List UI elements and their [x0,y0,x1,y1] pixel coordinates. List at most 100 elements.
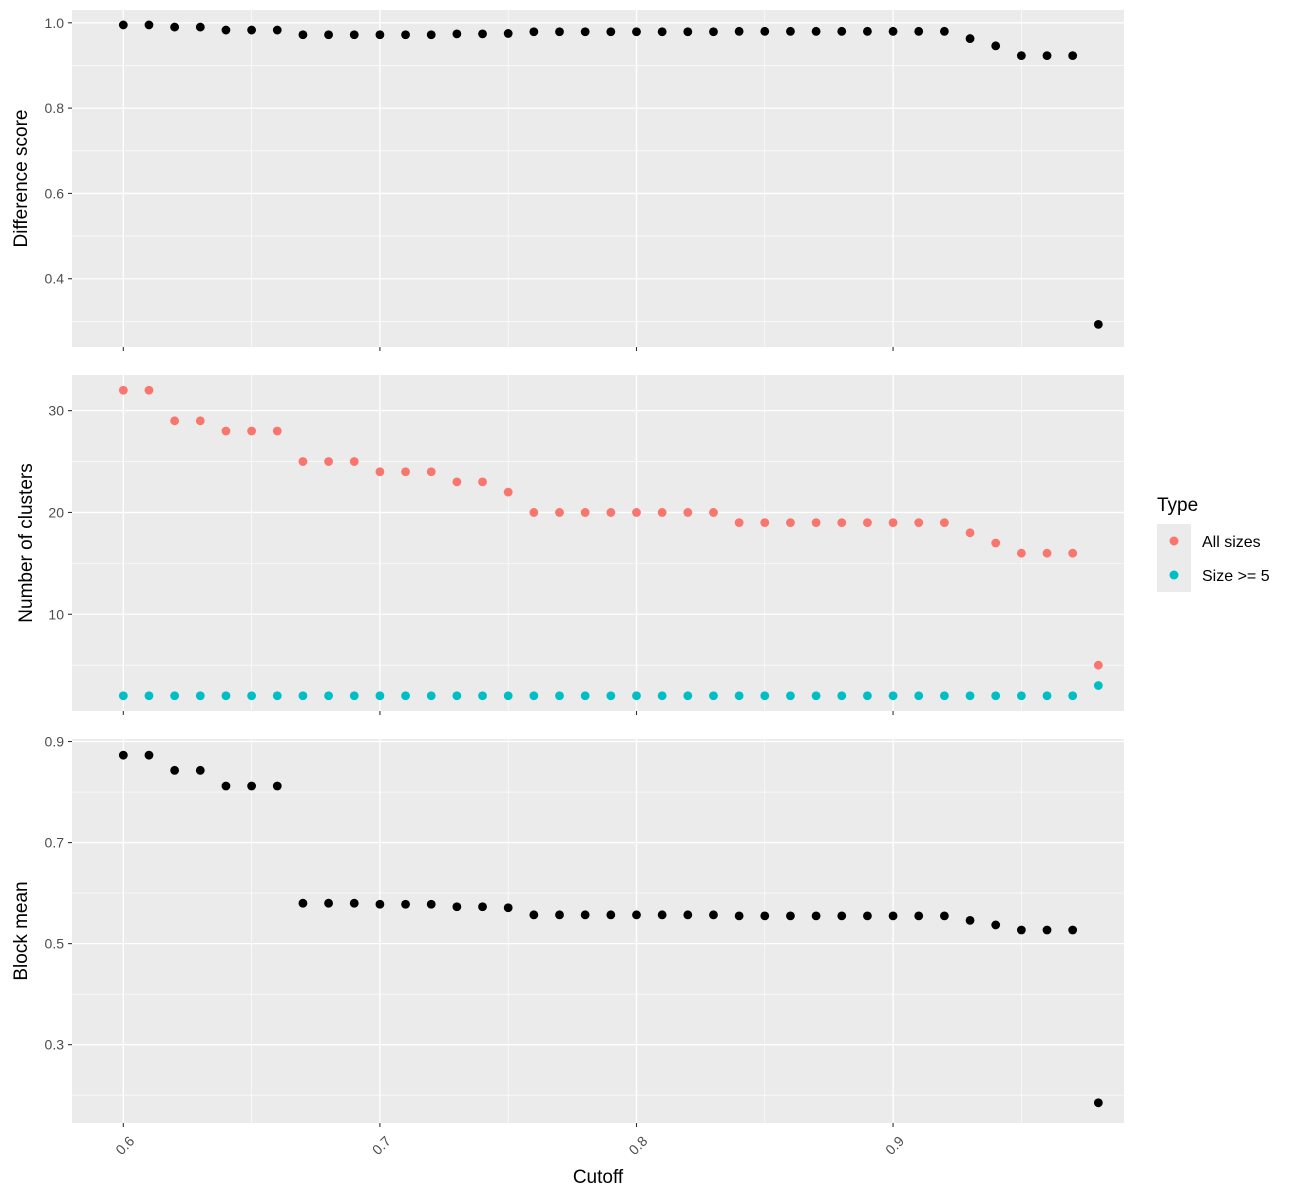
data-point [760,911,770,921]
data-point [1016,691,1026,701]
data-point [683,508,693,517]
data-point [580,27,590,37]
data-point [170,765,180,775]
panel-background [72,739,1124,1123]
data-point [683,910,693,920]
data-point [144,691,154,701]
data-point [1042,691,1052,701]
data-point [529,691,539,701]
x-axis-title: Cutoff [573,1167,624,1188]
data-point [580,691,590,701]
data-point [760,691,770,701]
y-tick-label: 0.9 [45,734,65,750]
series-all-sizes [118,385,1103,670]
data-point [657,27,667,37]
data-point [324,898,333,908]
data-point [837,26,847,36]
y-tick-label: 0.6 [45,185,65,201]
data-point [786,691,795,701]
data-point [478,902,487,912]
data-point [221,426,231,436]
y-tick-label: 0.4 [45,271,65,287]
data-point [1093,319,1103,329]
data-point [401,691,410,701]
data-point [478,691,487,701]
data-point [939,911,949,921]
data-point [503,487,513,497]
data-point [888,518,898,528]
panel-block-mean: 0.3 0.5 0.7 0.9 Block mean [11,734,1124,1127]
data-point [247,781,257,791]
data-point [1068,691,1078,701]
data-point [375,467,385,477]
data-point [555,27,564,37]
data-point [375,899,385,909]
y-axis-title: Difference score [11,110,32,248]
data-point [529,910,539,920]
data-point [1093,660,1103,670]
data-point [837,518,847,528]
data-point [503,29,513,38]
data-point [221,25,231,35]
series-block-mean [118,750,1103,1108]
data-point [349,898,359,908]
data-point [965,915,975,925]
data-point [170,416,180,426]
y-tick-label: 30 [48,403,64,419]
data-point [401,899,410,909]
data-point [1042,925,1052,935]
data-point [811,26,821,36]
panel-background [72,10,1124,347]
series-size-5 [118,681,1103,701]
data-point [247,426,257,436]
data-point [324,457,333,466]
x-tick-label: 0.6 [112,1133,137,1158]
data-point [272,426,282,436]
data-point [247,25,257,35]
data-point [734,911,744,921]
data-point [426,691,436,701]
legend-key-all-sizes [1169,536,1179,546]
data-point [349,691,359,701]
data-point [170,691,180,701]
data-point [1042,548,1052,558]
data-point [709,691,718,701]
data-point [478,477,487,487]
y-tick-label: 0.8 [45,100,65,116]
data-point [1068,548,1078,558]
data-point [221,691,231,701]
y-tick-label: 1.0 [45,15,65,31]
data-point [452,29,462,39]
data-point [529,508,539,517]
data-point [632,910,641,920]
y-tick-label: 0.5 [45,936,65,952]
data-point [939,518,949,528]
data-point [632,27,641,37]
legend-key-size-5 [1169,570,1179,580]
data-point [1016,548,1026,558]
data-point [734,691,744,701]
data-point [863,26,872,36]
data-point [606,27,616,37]
data-point [170,22,180,32]
data-point [118,20,128,30]
data-point [324,30,333,40]
data-point [1016,925,1026,935]
data-point [786,911,795,921]
data-point [478,29,487,39]
data-point [837,691,847,701]
panel-number-of-clusters: 10 20 30 Number of clusters [16,375,1124,715]
data-point [914,691,924,701]
legend-label-all-sizes: All sizes [1202,534,1261,551]
data-point [195,22,205,32]
data-point [965,34,975,43]
data-point [324,691,333,701]
legend-title: Type [1157,495,1198,516]
data-point [375,691,385,701]
data-point [991,691,1001,701]
data-point [888,691,898,701]
data-point [247,691,257,701]
data-point [195,416,205,426]
y-tick-label: 10 [48,606,64,622]
data-point [1042,51,1052,61]
